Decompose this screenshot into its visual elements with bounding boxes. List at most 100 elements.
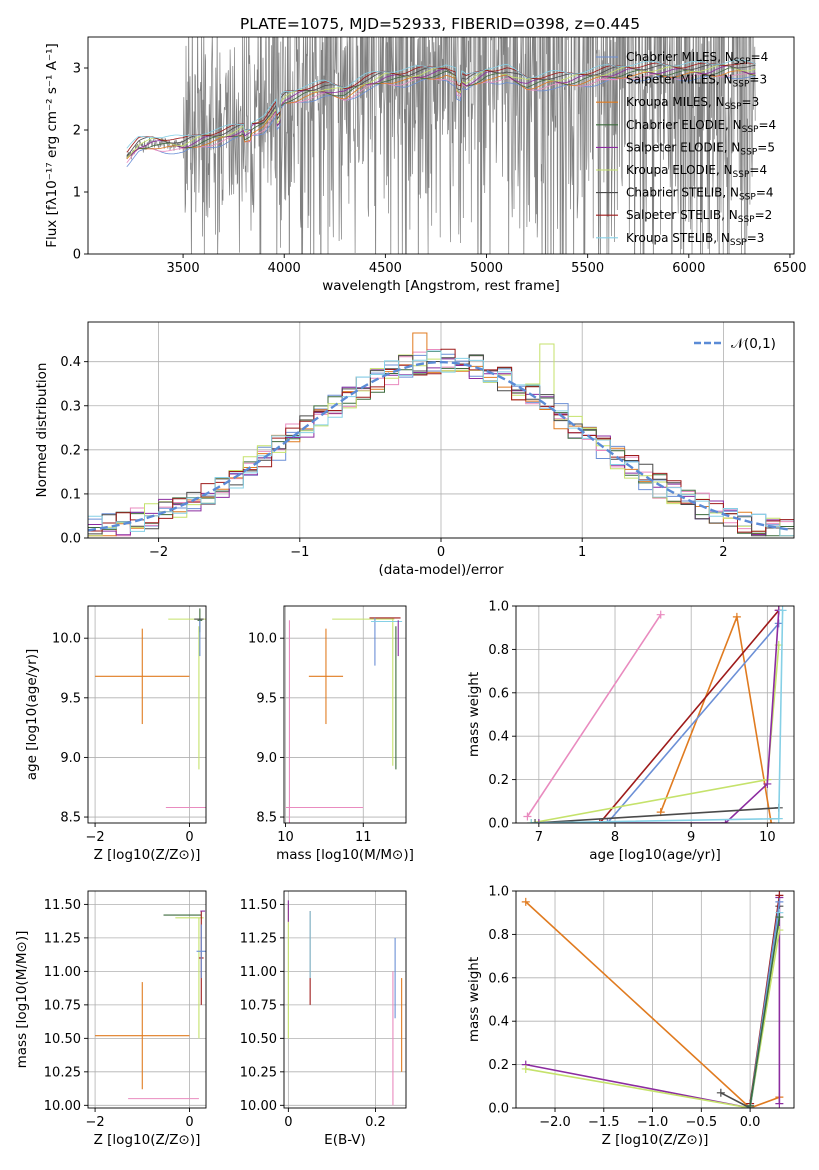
grid-lines (284, 891, 406, 1108)
data-point-marker (531, 819, 540, 823)
axes-frame (87, 321, 795, 539)
mass-weight-line-2 (659, 613, 772, 823)
mass-weight-line-5 (525, 929, 781, 1108)
y-tick-label: 8.5 (60, 811, 81, 826)
legend: Chabrier MILES, NSSP=4 Salpeter MILES, NS… (596, 50, 776, 248)
x-tick-label: 7 (535, 830, 543, 845)
histogram-7 (88, 348, 794, 533)
grid-lines (516, 890, 794, 1109)
tick-marks (84, 361, 724, 542)
data-point-marker (732, 612, 741, 621)
figure-title: PLATE=1075, MJD=52933, FIBERID=0398, z=0… (240, 15, 640, 33)
y-tick-label: 0.6 (488, 686, 509, 701)
data-point-marker (775, 1099, 784, 1108)
y-tick-label: 11.00 (240, 965, 277, 980)
tick-marks (84, 67, 791, 258)
y-axis-label: mass [log10(M/M⊙)] (14, 931, 30, 1069)
tick-marks (280, 903, 376, 1112)
y-tick-label: 10.75 (44, 998, 81, 1013)
grid-lines (88, 606, 206, 823)
y-tick-label: 9.0 (256, 751, 277, 766)
y-axis-label: mass weight (466, 672, 482, 757)
x-axis-label: E(B-V) (324, 1132, 366, 1148)
mass-weight-line-2 (525, 901, 780, 1108)
data-point-marker (534, 819, 543, 823)
y-tick-label: 0.4 (60, 355, 81, 370)
x-tick-label: 11 (355, 830, 372, 845)
x-tick-label: 0 (185, 1115, 193, 1130)
y-tick-label: 10.0 (248, 632, 277, 647)
x-tick-label: 3500 (167, 261, 200, 276)
y-tick-label: 9.5 (60, 691, 81, 706)
y-tick-label: 0.3 (60, 399, 81, 414)
x-tick-label: −0.5 (686, 1115, 718, 1130)
x-tick-label: −2.0 (539, 1115, 571, 1130)
y-tick-label: 10.75 (240, 998, 277, 1013)
y-tick-label: 1.0 (488, 885, 509, 900)
data-point-marker (656, 610, 665, 619)
data-point-marker (716, 1088, 725, 1097)
y-tick-label: 0.6 (488, 971, 509, 986)
chart-mw-age: 7 8 9 10 0.0 0.2 0.4 0.6 0.8 1.0 age [log10(age/yr… (466, 600, 795, 863)
legend-entry: Kroupa ELODIE, NSSP=4 (626, 163, 767, 180)
y-tick-label: 11.50 (240, 898, 277, 913)
y-tick-label: 10.50 (240, 1032, 277, 1047)
axes-frame (283, 605, 407, 824)
grid-lines (516, 605, 794, 824)
y-axis-label: Normed distribution (34, 363, 50, 498)
legend-entry: Kroupa STELIB, NSSP=3 (626, 231, 764, 248)
x-tick-label: 8 (611, 830, 619, 845)
x-axis-label: (data-model)/error (378, 562, 504, 578)
x-axis-label: wavelength [Angstrom, rest frame] (322, 278, 560, 294)
chart-mw-Z: −2.0 −1.5 −1.0 −0.5 0.0 0.0 0.2 0.4 0.6 0.8 1.0 Z [… (466, 885, 795, 1148)
y-tick-label: 0.0 (60, 532, 81, 547)
chart-mass-EBV: 0 0.2 10.00 10.25 10.50 10.75 11.00 11.25 11.50 E… (240, 890, 407, 1148)
plot-area (287, 900, 403, 1106)
x-axis-label: mass [log10(M/M⊙)] (276, 847, 414, 863)
tick-marks (512, 890, 751, 1112)
x-tick-label: 1 (578, 545, 586, 560)
legend-entry: 𝒩(0,1) (731, 336, 776, 352)
mass-weight-line-7 (599, 609, 780, 823)
y-axis-label: age [log10(age/yr)] (24, 649, 40, 781)
legend-entry: Chabrier STELIB, NSSP=4 (626, 186, 774, 203)
y-tick-label: 0.8 (488, 928, 509, 943)
y-tick-label: 11.25 (44, 931, 81, 946)
y-tick-label: 0 (73, 248, 81, 263)
plot-area (88, 332, 794, 537)
y-tick-label: 10.50 (44, 1032, 81, 1047)
grid-lines (88, 891, 206, 1108)
x-axis-label: age [log10(age/yr)] (589, 847, 721, 863)
y-tick-label: 11.50 (44, 898, 81, 913)
y-tick-label: 0.2 (488, 1058, 509, 1073)
model-spectrum-7 (126, 62, 756, 153)
mass-weight-line-0 (606, 622, 780, 823)
axes-frame (283, 890, 407, 1109)
plot-area (126, 37, 756, 254)
y-tick-label: 0.8 (488, 643, 509, 658)
y-tick-label: 2 (73, 124, 81, 139)
model-spectrum-4 (126, 65, 756, 158)
plot-area (95, 608, 206, 809)
x-tick-label: 5000 (470, 261, 503, 276)
y-tick-label: 8.5 (256, 811, 277, 826)
y-tick-label: 0.1 (60, 487, 81, 502)
axes-frame (87, 605, 207, 824)
y-tick-label: 10.00 (240, 1099, 277, 1114)
mass-weight-line-6 (534, 807, 779, 823)
chart-residuals: −2 −1 0 1 2 0.0 0.1 0.2 0.3 0.4 (data-model)/error… (34, 321, 795, 578)
observed-spectrum (126, 37, 756, 254)
mass-weight-line-3 (749, 916, 781, 1106)
x-tick-label: −1.0 (637, 1115, 669, 1130)
x-tick-label: 9 (687, 830, 695, 845)
data-point-marker (746, 1101, 755, 1108)
y-axis-label: Flux [fλ10⁻¹⁷ erg cm⁻² s⁻¹ A⁻¹] (44, 43, 60, 248)
x-tick-label: 2 (719, 545, 727, 560)
y-tick-label: 0.2 (488, 773, 509, 788)
x-axis-label: Z [log10(Z/Z⊙)] (94, 1132, 201, 1148)
x-tick-label: 6500 (773, 261, 806, 276)
y-tick-label: 10.0 (52, 632, 81, 647)
x-tick-label: 4500 (369, 261, 402, 276)
mass-weight-line-4 (538, 610, 780, 823)
x-tick-label: −2 (149, 545, 168, 560)
